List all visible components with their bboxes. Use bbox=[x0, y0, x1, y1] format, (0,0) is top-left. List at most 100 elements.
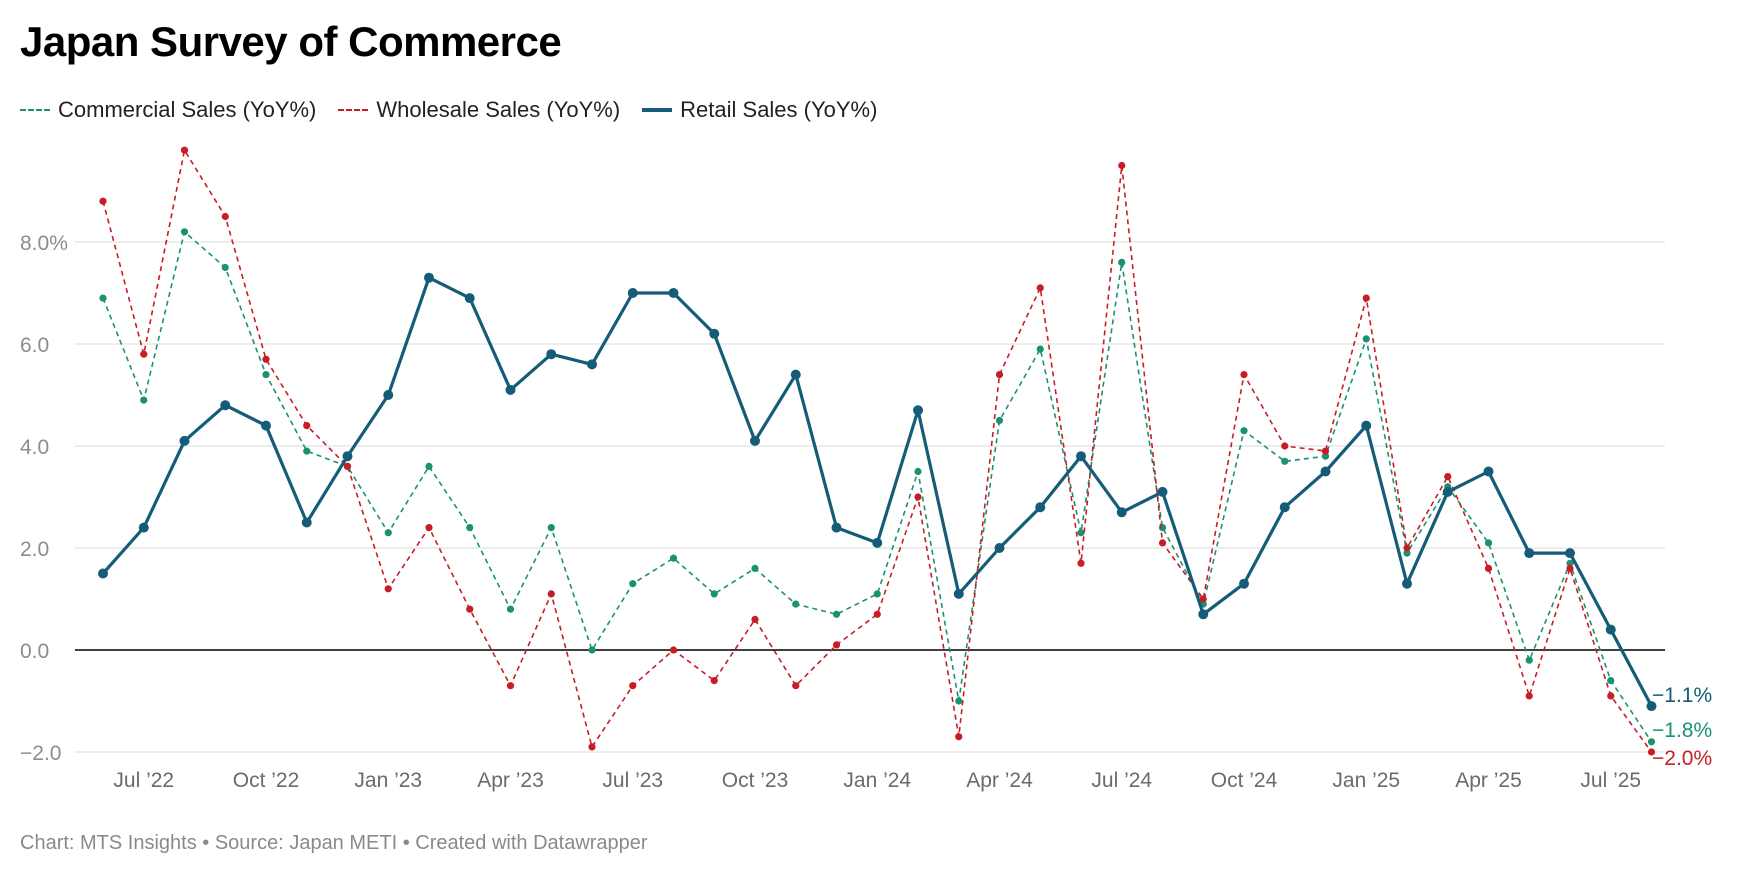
data-point bbox=[547, 590, 555, 598]
legend-label-wholesale: Wholesale Sales (YoY%) bbox=[376, 97, 621, 122]
legend-swatch-wholesale bbox=[338, 109, 369, 111]
x-tick-label: Jan ’23 bbox=[354, 769, 422, 792]
data-point bbox=[1566, 564, 1574, 573]
data-point bbox=[466, 605, 474, 613]
data-point bbox=[873, 610, 881, 618]
chart-title: Japan Survey of Commerce bbox=[20, 18, 562, 65]
data-point bbox=[1118, 258, 1126, 266]
data-point bbox=[1321, 447, 1330, 455]
data-point bbox=[709, 328, 720, 339]
data-point bbox=[464, 293, 475, 304]
data-point bbox=[790, 369, 801, 380]
data-point bbox=[1484, 539, 1493, 547]
data-point bbox=[1566, 559, 1574, 567]
data-point bbox=[1525, 692, 1533, 700]
x-tick-label: Oct ’23 bbox=[722, 769, 789, 792]
data-point bbox=[262, 371, 270, 379]
data-point bbox=[1158, 539, 1167, 547]
data-point bbox=[179, 435, 190, 446]
data-point bbox=[1240, 427, 1248, 435]
data-point bbox=[1607, 692, 1615, 700]
data-point bbox=[832, 641, 841, 649]
data-point bbox=[588, 743, 596, 751]
end-value-label: −1.1% bbox=[1652, 684, 1712, 707]
data-point bbox=[1646, 701, 1657, 712]
x-tick-label: Jan ’25 bbox=[1332, 769, 1400, 792]
data-point bbox=[872, 537, 883, 548]
data-point bbox=[1484, 564, 1493, 573]
data-point bbox=[750, 435, 760, 446]
x-tick-label: Apr ’25 bbox=[1455, 769, 1522, 792]
data-point bbox=[221, 212, 229, 221]
data-point bbox=[832, 610, 841, 618]
data-point bbox=[301, 517, 312, 528]
data-point bbox=[1118, 161, 1126, 170]
data-point bbox=[1077, 529, 1085, 537]
data-point bbox=[1524, 548, 1535, 559]
series-line-2 bbox=[101, 276, 1653, 707]
data-point bbox=[1116, 507, 1127, 518]
data-point bbox=[99, 294, 107, 302]
data-point bbox=[384, 529, 392, 537]
legend-swatch-retail bbox=[642, 108, 673, 112]
series-line-0 bbox=[102, 231, 1653, 743]
data-point bbox=[546, 349, 557, 360]
data-point bbox=[669, 646, 678, 654]
end-value-label: −2.0% bbox=[1652, 747, 1712, 770]
data-point bbox=[629, 682, 637, 690]
data-point bbox=[955, 733, 963, 741]
data-point bbox=[466, 524, 474, 532]
x-tick-label: Jul ’23 bbox=[602, 769, 663, 792]
data-point bbox=[914, 467, 922, 476]
y-tick-label: 6.0 bbox=[20, 334, 49, 357]
x-tick-label: Jul ’24 bbox=[1091, 769, 1152, 792]
data-point bbox=[1402, 578, 1412, 589]
legend-item-retail: Retail Sales (YoY%) bbox=[642, 97, 877, 123]
legend-swatch-commercial bbox=[20, 109, 50, 111]
data-point bbox=[710, 590, 718, 598]
data-point bbox=[1281, 442, 1289, 450]
x-tick-label: Apr ’23 bbox=[477, 769, 544, 792]
data-point bbox=[383, 390, 394, 400]
data-point bbox=[913, 405, 923, 416]
data-point bbox=[180, 146, 189, 154]
data-point bbox=[1483, 466, 1494, 477]
data-point bbox=[955, 697, 963, 705]
data-point bbox=[1035, 502, 1046, 513]
data-point bbox=[261, 420, 271, 431]
data-point bbox=[140, 350, 148, 358]
data-point bbox=[1320, 466, 1331, 477]
data-point bbox=[1279, 502, 1290, 513]
data-point bbox=[1199, 595, 1207, 603]
data-point bbox=[1403, 549, 1411, 557]
data-point bbox=[1403, 544, 1411, 552]
data-point bbox=[587, 359, 597, 370]
data-point bbox=[588, 646, 596, 654]
data-point bbox=[506, 605, 515, 613]
data-point bbox=[627, 288, 638, 298]
data-point bbox=[342, 451, 353, 462]
x-tick-label: Jan ’24 bbox=[843, 769, 911, 792]
y-tick-label: 0.0 bbox=[20, 640, 49, 663]
data-point bbox=[547, 524, 555, 532]
data-point bbox=[303, 447, 311, 455]
data-point bbox=[1605, 624, 1616, 635]
data-point bbox=[1361, 420, 1372, 431]
data-point bbox=[303, 422, 311, 430]
data-point bbox=[751, 564, 759, 573]
data-point bbox=[1647, 748, 1656, 756]
data-point bbox=[953, 588, 964, 599]
data-point bbox=[668, 288, 679, 298]
legend-item-commercial: Commercial Sales (YoY%) bbox=[20, 97, 316, 123]
legend-label-commercial: Commercial Sales (YoY%) bbox=[58, 97, 317, 122]
data-point bbox=[424, 272, 434, 283]
data-point bbox=[1647, 738, 1656, 746]
data-point bbox=[1239, 578, 1249, 589]
data-point bbox=[1036, 284, 1044, 292]
data-point bbox=[1157, 486, 1168, 497]
data-point bbox=[1198, 609, 1209, 620]
x-tick-label: Oct ’24 bbox=[1211, 769, 1278, 792]
data-point bbox=[669, 554, 678, 562]
data-point bbox=[138, 522, 149, 533]
data-point bbox=[1442, 486, 1453, 497]
